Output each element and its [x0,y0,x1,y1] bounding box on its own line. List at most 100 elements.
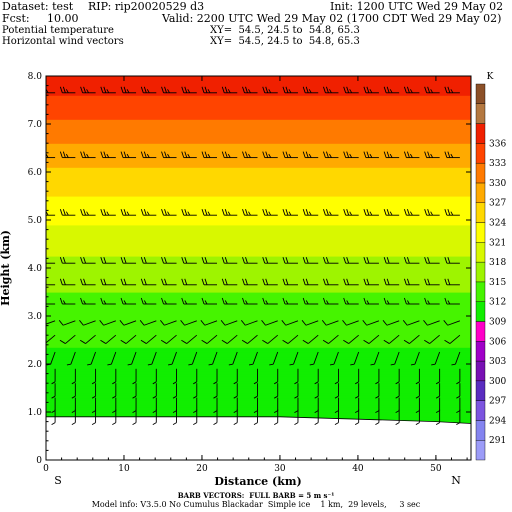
theta-band [46,260,471,264]
colorbar-swatch [475,162,486,184]
wind-barb [342,320,359,326]
theta-band [46,90,471,94]
theta-band [46,181,471,185]
wind-barb [343,257,359,264]
wind-barb [253,409,258,425]
theta-band [46,268,471,271]
wind-barb [127,351,137,366]
wind-barb [139,320,157,326]
wind-barb [294,368,299,385]
colorbar-level-label: 306 [489,337,506,347]
theta-band [46,376,471,379]
wind-barb [242,278,258,286]
theta-band [46,196,471,199]
wind-barb [59,334,76,344]
wind-barb [152,397,157,413]
wind-barb [80,209,96,216]
wind-barb [193,397,198,413]
wind-barb [71,409,76,425]
wind-barb [424,209,440,216]
wind-barb [261,320,278,326]
field-1-name: Potential temperature [2,25,114,36]
theta-band [46,388,471,391]
wind-barb [100,257,116,264]
wind-barb [99,320,116,326]
wind-barb [46,262,56,264]
wind-barb [59,86,76,94]
wind-barb [383,297,400,305]
init-time: Init: 1200 UTC Wed 29 May 02 [330,0,504,13]
wind-barb [112,409,117,425]
wind-barb [323,86,339,94]
wind-barb [456,409,461,425]
theta-band [46,359,471,363]
wind-barb [253,397,258,413]
wind-barb [302,278,319,286]
theta-band [46,258,471,262]
x-tick-label: 0 [43,464,49,474]
colorbar-swatch [475,400,486,421]
wind-barb [140,209,157,216]
theta-band [46,280,471,283]
theta-band [46,133,471,137]
y-tick-label: 6.0 [28,168,43,178]
wind-barb [100,151,116,159]
wind-barb [80,151,96,159]
theta-band [46,337,471,341]
wind-barb [120,297,137,305]
theta-band [46,210,471,214]
wind-barb [314,383,319,399]
wind-barb [444,209,460,216]
wind-barb [120,209,137,216]
theta-band [46,272,471,276]
wind-barb [51,383,56,399]
wind-barb [181,297,197,305]
wind-barb [375,409,380,425]
theta-band [46,263,471,267]
wind-barb [100,297,116,305]
wind-barb [363,151,379,159]
theta-band [46,234,471,238]
theta-band [46,347,471,351]
wind-barb [363,278,379,286]
wind-barb [46,284,56,286]
theta-band [46,284,471,288]
wind-barb [59,257,76,264]
wind-barb [120,334,137,344]
wind-barb [213,397,218,413]
theta-band [46,116,471,120]
theta-band [46,352,471,355]
wind-barb [172,397,177,413]
wind-barb [294,409,299,425]
wind-barb [321,320,339,326]
theta-band [46,200,471,204]
wind-barb [193,409,198,425]
x-tick-label: 40 [352,464,364,474]
theta-band [46,78,471,82]
wind-barb [152,383,157,399]
theta-band [46,397,471,401]
theta-band [46,76,471,79]
wind-barb [370,351,380,366]
wind-barb [253,383,258,399]
dataset-label: Dataset: test [2,0,74,13]
wind-barb [140,257,157,264]
y-tick-label: 7.0 [28,120,43,130]
wind-barb [375,397,380,413]
theta-band [46,301,471,305]
x-axis-title: Distance (km) [214,475,301,488]
wind-barb [233,383,238,399]
theta-band [46,232,471,235]
colorbar-level-label: 294 [489,416,506,426]
wind-barb [403,334,420,344]
wind-barb [120,278,137,286]
theta-band [46,121,471,125]
colorbar-swatch [475,103,486,124]
theta-band [46,366,471,370]
wind-barb [213,368,218,385]
wind-barb [181,278,197,286]
theta-band [46,383,471,387]
colorbar-level-label: 312 [489,298,506,308]
theta-band [46,354,471,358]
theta-band [46,318,471,322]
